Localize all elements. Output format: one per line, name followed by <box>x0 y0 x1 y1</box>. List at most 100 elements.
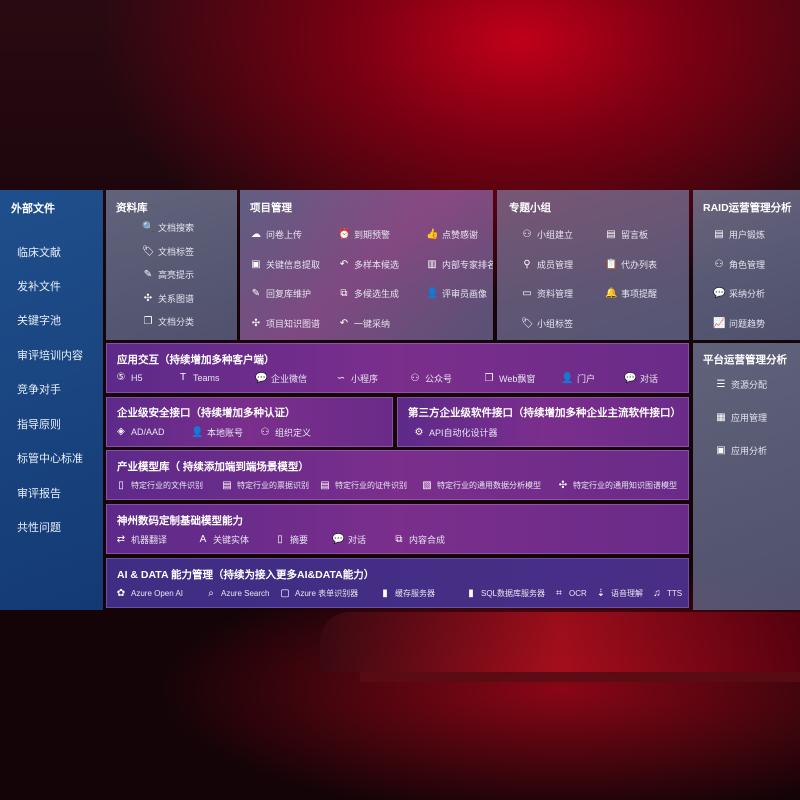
raid-item[interactable]: 💬 采纳分析 <box>713 287 765 300</box>
app-item[interactable]: 💬 企业微信 <box>255 372 307 385</box>
project-item[interactable]: ▥ 内部专家排名 <box>426 258 493 271</box>
ai-item[interactable]: ▮ SQL数据库服务器 <box>465 588 545 599</box>
ai-item[interactable]: ⌗ OCR <box>553 588 587 599</box>
item-label: 特定行业的证件识别 <box>335 481 407 490</box>
group-item[interactable]: ▭ 资料管理 <box>521 287 573 300</box>
project-item[interactable]: ⧉ 多候选生成 <box>338 287 399 300</box>
base-item[interactable]: ⇄ 机器翻译 <box>115 533 167 546</box>
item-label: 到期预警 <box>354 230 391 240</box>
raid-item[interactable]: 📈 问题趋势 <box>713 317 765 330</box>
security-item[interactable]: 👤 本地账号 <box>191 426 243 439</box>
mini-program-icon: ∽ <box>336 373 346 384</box>
ai-item[interactable]: ✿ Azure Open AI <box>115 588 183 599</box>
external-item[interactable]: 关键字池 <box>17 312 61 328</box>
base-item[interactable]: ▯ 摘要 <box>274 533 308 546</box>
project-item[interactable]: ↶ 多样本候选 <box>338 258 399 271</box>
raid-item[interactable]: ▤ 用户锻炼 <box>713 228 765 241</box>
ai-item[interactable]: ▢ Azure 表单识别器 <box>279 588 358 599</box>
item-label: 门户 <box>577 374 596 384</box>
industry-item[interactable]: ▤ 特定行业的证件识别 <box>319 480 407 491</box>
external-item[interactable]: 发补文件 <box>17 278 61 294</box>
security-item[interactable]: ◈ AD/AAD <box>115 426 165 437</box>
project-item[interactable]: ☁ 问卷上传 <box>250 228 302 241</box>
item-label: 对话 <box>640 374 659 384</box>
base-item[interactable]: 💬 对话 <box>332 533 366 546</box>
project-item[interactable]: ✎ 回复库维护 <box>250 287 311 300</box>
ai-data-panel: AI & DATA 能力管理（持续为接入更多AI&DATA能力） ✿ Azure … <box>106 558 689 608</box>
project-item[interactable]: 👤 评审员画像 <box>426 287 487 300</box>
ai-item[interactable]: ▮ 缓存服务器 <box>379 588 435 599</box>
app-item[interactable]: ❐ Web飘窗 <box>483 372 536 385</box>
group-item[interactable]: 🏷 小组标签 <box>521 317 573 330</box>
group-item[interactable]: 📋 代办列表 <box>605 258 657 271</box>
industry-item[interactable]: ▤ 特定行业的票据识别 <box>221 480 309 491</box>
library-item[interactable]: ✎ 高亮提示 <box>142 268 194 281</box>
item-label: Azure Search <box>221 589 270 598</box>
app-item[interactable]: 👤 门户 <box>561 372 595 385</box>
app-item[interactable]: 💬 对话 <box>624 372 658 385</box>
external-item[interactable]: 审评培训内容 <box>17 347 83 363</box>
search-icon: ⌕ <box>208 588 214 599</box>
base-item[interactable]: A 关键实体 <box>197 533 249 546</box>
reply-icon: ↶ <box>339 317 349 329</box>
thirdparty-panel: 第三方企业级软件接口（持续增加多种企业主流软件接口） ⚙ API自动化设计器 <box>397 397 689 447</box>
platform-item[interactable]: ☰ 资源分配 <box>715 378 768 391</box>
background-shape <box>360 672 800 682</box>
library-item[interactable]: 🔍 文档搜索 <box>142 221 194 234</box>
item-label: 特定行业的票据识别 <box>237 481 309 490</box>
item-label: 小组标签 <box>537 318 574 329</box>
group-item[interactable]: ⚇ 小组建立 <box>521 228 574 241</box>
translate-icon: ⇄ <box>116 534 126 545</box>
panel-title: 平台运营管理分析 <box>703 354 787 366</box>
security-item[interactable]: ⚇ 组织定义 <box>259 426 312 439</box>
item-label: 审评报告 <box>17 488 61 500</box>
project-item[interactable]: 👍 点赞感谢 <box>426 228 478 241</box>
ai-item[interactable]: ♫ TTS <box>651 588 682 599</box>
local-account-icon: 👤 <box>191 427 204 438</box>
project-item[interactable]: ▣ 关键信息提取 <box>250 258 320 271</box>
external-item[interactable]: 指导原则 <box>17 416 61 432</box>
group-item[interactable]: ⚲ 成员管理 <box>521 258 573 271</box>
org-icon: ⚇ <box>260 427 270 438</box>
panel-title: AI & DATA 能力管理（持续为接入更多AI&DATA能力） <box>117 569 375 581</box>
app-item[interactable]: ⑤ H5 <box>115 372 143 383</box>
user-icon: 👤 <box>426 288 439 299</box>
library-item[interactable]: ❐ 文档分类 <box>142 315 195 328</box>
external-item[interactable]: 临床文献 <box>17 244 61 260</box>
industry-item[interactable]: ✣ 特定行业的通用知识图谱模型 <box>557 480 677 491</box>
library-item[interactable]: ✣ 关系图谱 <box>142 292 194 305</box>
panel-title: 第三方企业级软件接口（持续增加多种企业主流软件接口） <box>408 407 681 419</box>
raid-item[interactable]: ⚇ 角色管理 <box>713 258 766 271</box>
base-item[interactable]: ⧉ 内容合成 <box>393 533 445 546</box>
ai-item[interactable]: ⌕ Azure Search <box>205 588 269 599</box>
trend-icon: 📈 <box>713 317 726 329</box>
industry-item[interactable]: ▧ 特定行业的通用数据分析模型 <box>421 480 541 491</box>
item-label: 关键实体 <box>213 535 250 545</box>
receipt-icon: ▤ <box>222 480 232 491</box>
project-item[interactable]: ⏰ 到期预警 <box>338 228 390 241</box>
app-item[interactable]: ∽ 小程序 <box>335 372 378 385</box>
external-item[interactable]: 共性问题 <box>17 519 61 535</box>
platform-item[interactable]: ▣ 应用分析 <box>715 444 767 457</box>
platform-item[interactable]: ▦ 应用管理 <box>715 411 767 424</box>
industry-item[interactable]: ▯ 特定行业的文件识别 <box>115 480 203 491</box>
cache-icon: ▮ <box>382 588 388 599</box>
external-item[interactable]: 竞争对手 <box>17 381 61 397</box>
project-item[interactable]: ↶ 一键采纳 <box>338 317 390 330</box>
group-item[interactable]: ▤ 留言板 <box>605 228 648 241</box>
library-item[interactable]: 🏷 文档标签 <box>142 245 194 258</box>
item-label: Teams <box>193 372 220 383</box>
item-label: AD/AAD <box>131 426 165 437</box>
panel-title: 外部文件 <box>11 203 55 215</box>
app-item[interactable]: T Teams <box>177 372 220 383</box>
project-item[interactable]: ✣ 项目知识图谱 <box>250 317 320 330</box>
bell-icon: 🔔 <box>605 288 618 299</box>
users-icon: ⚇ <box>714 258 724 270</box>
thirdparty-item[interactable]: ⚙ API自动化设计器 <box>413 426 498 439</box>
ai-item[interactable]: ⇣ 语音理解 <box>595 588 643 599</box>
bbs-icon: ▤ <box>606 229 616 240</box>
external-item[interactable]: 标管中心标准 <box>17 450 83 466</box>
group-item[interactable]: 🔔 事项提醒 <box>605 287 657 300</box>
external-item[interactable]: 审评报告 <box>17 485 61 501</box>
app-item[interactable]: ⚇ 公众号 <box>409 372 453 385</box>
